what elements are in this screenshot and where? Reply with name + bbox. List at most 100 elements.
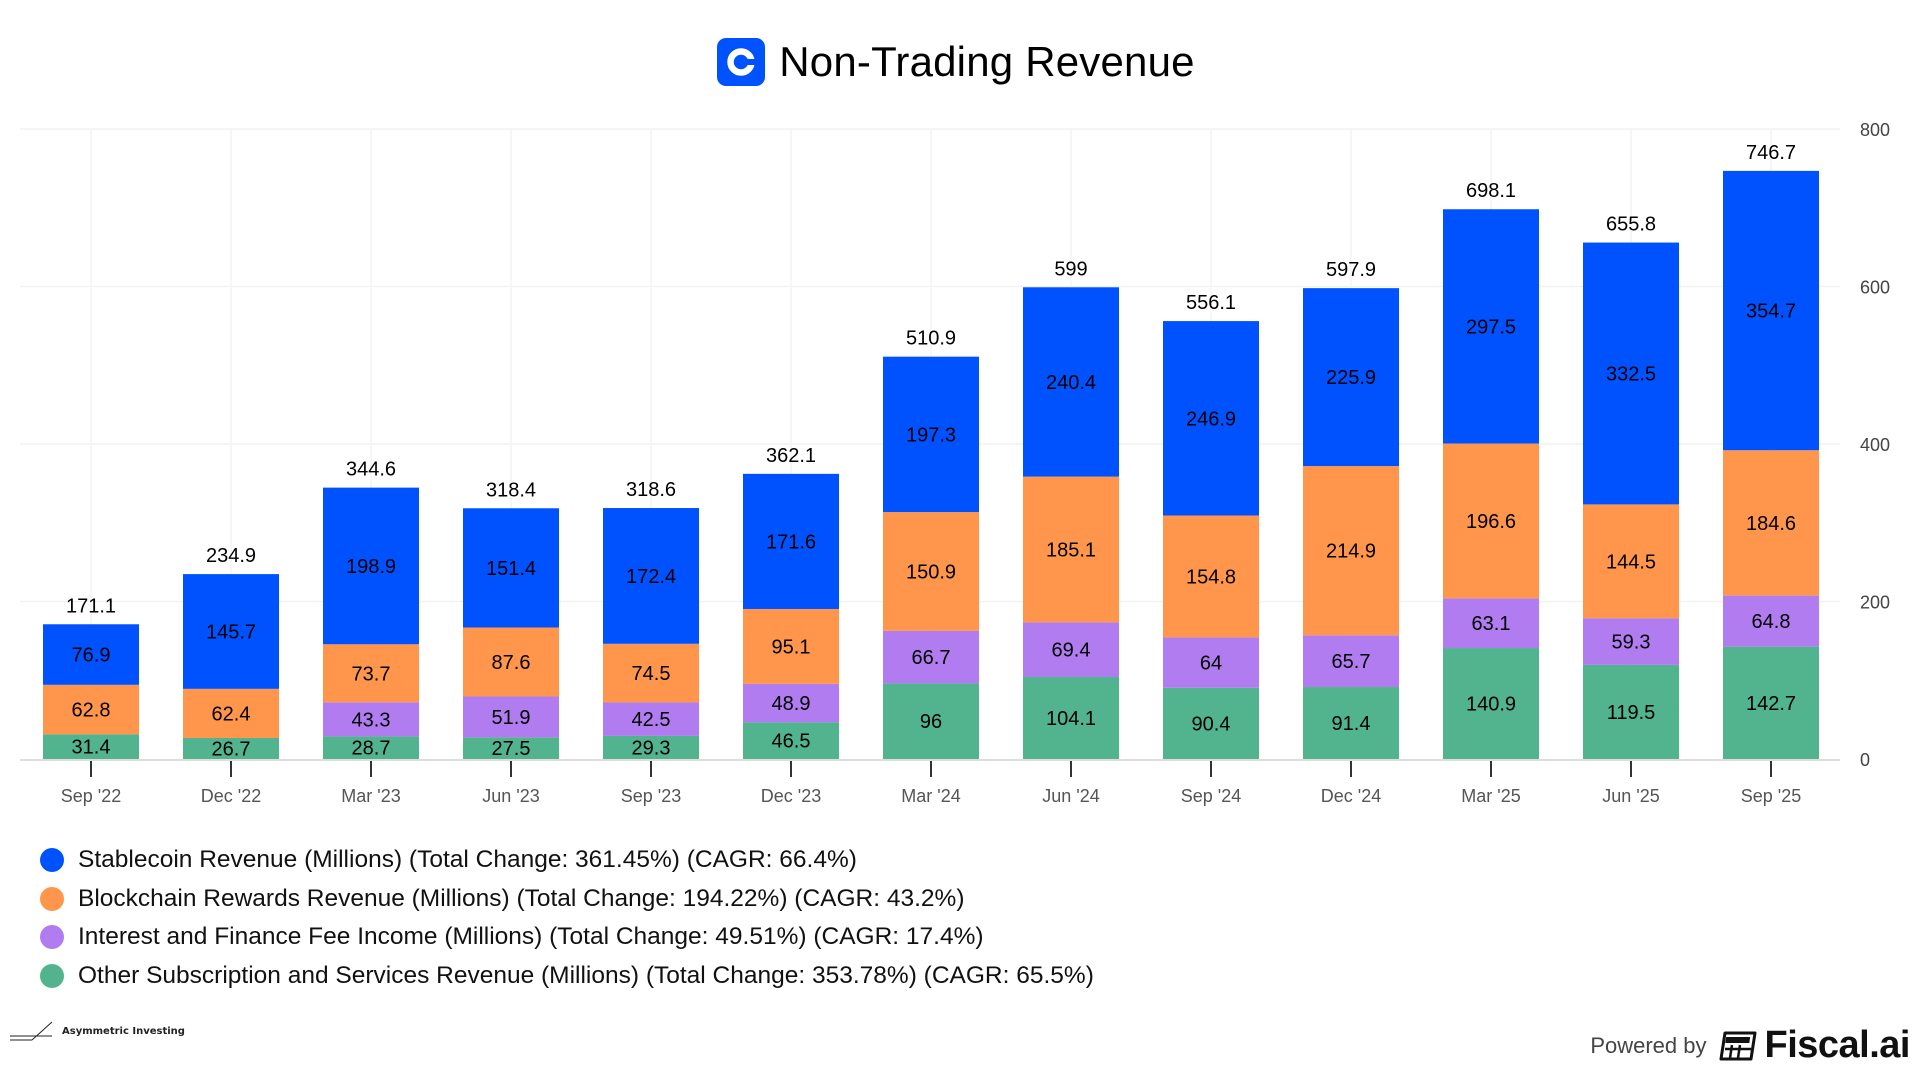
- bar-segment: [183, 688, 279, 738]
- segment-value-label: 59.3: [1612, 632, 1651, 654]
- legend: Stablecoin Revenue (Millions) (Total Cha…: [40, 841, 1094, 995]
- y-tick-label: 400: [1860, 435, 1890, 455]
- x-tick-label: Mar '25: [1461, 786, 1520, 806]
- legend-label: Other Subscription and Services Revenue …: [78, 961, 1094, 989]
- x-tick-label: Dec '22: [201, 786, 261, 806]
- segment-value-label: 150.9: [906, 561, 956, 583]
- segment-value-label: 154.8: [1186, 566, 1236, 588]
- bar-segment: [1723, 595, 1819, 647]
- segment-value-label: 332.5: [1606, 363, 1656, 385]
- coinbase-c-glyph-icon: [727, 48, 756, 76]
- segment-value-label: 104.1: [1046, 708, 1096, 730]
- source-watermark: Asymmetric Investing: [8, 1020, 185, 1042]
- segment-value-label: 297.5: [1466, 316, 1516, 338]
- legend-dot-icon: [40, 886, 64, 911]
- segment-value-label: 196.6: [1466, 511, 1516, 533]
- bar-segment: [1163, 637, 1259, 688]
- bar-segment: [1723, 170, 1819, 451]
- legend-item-interest-finance[interactable]: Interest and Finance Fee Income (Million…: [40, 918, 1094, 957]
- bar-segment: [1163, 515, 1259, 638]
- bar-segment: [603, 735, 699, 759]
- bar-segment: [743, 473, 839, 609]
- total-value-label: 698.1: [1466, 180, 1516, 202]
- x-tick-label: Jun '23: [482, 786, 539, 806]
- bar-segment: [1303, 288, 1399, 467]
- segment-value-label: 27.5: [492, 738, 531, 760]
- bar-segment: [1443, 209, 1539, 444]
- bar-segment: [43, 734, 139, 759]
- source-label: Asymmetric Investing: [62, 1025, 185, 1037]
- bar-segment: [323, 487, 419, 645]
- bar-segment: [743, 608, 839, 684]
- total-value-label: 599: [1054, 258, 1087, 280]
- segment-value-label: 225.9: [1326, 367, 1376, 389]
- segment-value-label: 73.7: [352, 663, 391, 685]
- bar-segment: [1583, 664, 1679, 759]
- x-tick-label: Dec '24: [1321, 786, 1381, 806]
- segment-value-label: 69.4: [1052, 640, 1091, 662]
- bar-segment: [883, 356, 979, 513]
- segment-value-label: 42.5: [632, 709, 671, 731]
- legend-item-stablecoin[interactable]: Stablecoin Revenue (Millions) (Total Cha…: [40, 841, 1094, 880]
- segment-value-label: 29.3: [632, 737, 671, 759]
- total-value-label: 318.6: [626, 479, 676, 501]
- legend-label: Stablecoin Revenue (Millions) (Total Cha…: [78, 846, 857, 874]
- data-labels: 31.4 62.8 76.9 171.1 26.7 62.4 145.7 234.9 28.7 4…: [66, 142, 1796, 761]
- bar-segment: [603, 702, 699, 736]
- bar-segment: [463, 737, 559, 759]
- total-value-label: 655.8: [1606, 214, 1656, 236]
- segment-value-label: 119.5: [1607, 702, 1656, 724]
- segment-value-label: 185.1: [1046, 539, 1096, 561]
- segment-value-label: 198.9: [346, 556, 396, 578]
- bar-segment: [1303, 466, 1399, 636]
- segment-value-label: 184.6: [1746, 513, 1796, 535]
- bar-segment: [883, 683, 979, 759]
- segment-value-label: 90.4: [1192, 713, 1231, 735]
- segment-value-label: 246.9: [1186, 408, 1236, 430]
- segment-value-label: 142.7: [1746, 693, 1796, 715]
- segment-value-label: 51.9: [492, 707, 531, 729]
- total-value-label: 597.9: [1326, 259, 1376, 281]
- bar-segment: [883, 512, 979, 631]
- powered-by-label: Powered by: [1590, 1032, 1707, 1058]
- powered-by: Powered by Fiscal.ai: [1590, 1024, 1910, 1067]
- x-tick-label: Sep '23: [621, 786, 682, 806]
- bar-segment: [603, 508, 699, 644]
- legend-label: Interest and Finance Fee Income (Million…: [78, 923, 984, 951]
- segment-value-label: 46.5: [772, 731, 811, 753]
- x-tick-label: Mar '24: [901, 786, 960, 806]
- bar-segment: [743, 722, 839, 759]
- x-tick-label: Mar '23: [341, 786, 400, 806]
- x-tick-label: Sep '22: [61, 786, 122, 806]
- segment-value-label: 28.7: [352, 738, 391, 760]
- bar-segment: [1023, 622, 1119, 678]
- total-value-label: 318.4: [486, 479, 536, 501]
- segment-value-label: 172.4: [626, 566, 676, 588]
- x-tick-label: Jun '24: [1042, 786, 1099, 806]
- segment-value-label: 31.4: [72, 737, 111, 759]
- bar-segment: [323, 736, 419, 759]
- bar-segment: [1583, 242, 1679, 505]
- bar-segment: [1583, 504, 1679, 619]
- segment-value-label: 145.7: [206, 621, 256, 643]
- segment-value-label: 76.9: [72, 645, 111, 667]
- segment-value-label: 74.5: [632, 663, 671, 685]
- total-value-label: 556.1: [1186, 292, 1236, 314]
- legend-item-blockchain-rewards[interactable]: Blockchain Rewards Revenue (Millions) (T…: [40, 880, 1094, 919]
- fiscal-ai-brand: Fiscal.ai: [1764, 1024, 1911, 1066]
- segment-value-label: 144.5: [1606, 551, 1656, 573]
- bar-segment: [1723, 450, 1819, 596]
- legend-dot-icon: [40, 963, 64, 988]
- segment-value-label: 64: [1200, 653, 1222, 675]
- segment-value-label: 62.4: [212, 703, 251, 725]
- bar-segment: [1583, 618, 1679, 665]
- segment-value-label: 140.9: [1466, 694, 1516, 716]
- segment-value-label: 240.4: [1046, 372, 1096, 394]
- segment-value-label: 91.4: [1332, 713, 1371, 735]
- bar-segment: [1303, 635, 1399, 688]
- y-tick-label: 200: [1860, 593, 1890, 613]
- segment-value-label: 95.1: [772, 636, 811, 658]
- legend-item-other-subscription[interactable]: Other Subscription and Services Revenue …: [40, 957, 1094, 996]
- total-value-label: 746.7: [1746, 142, 1796, 164]
- bar-segment: [1163, 687, 1259, 759]
